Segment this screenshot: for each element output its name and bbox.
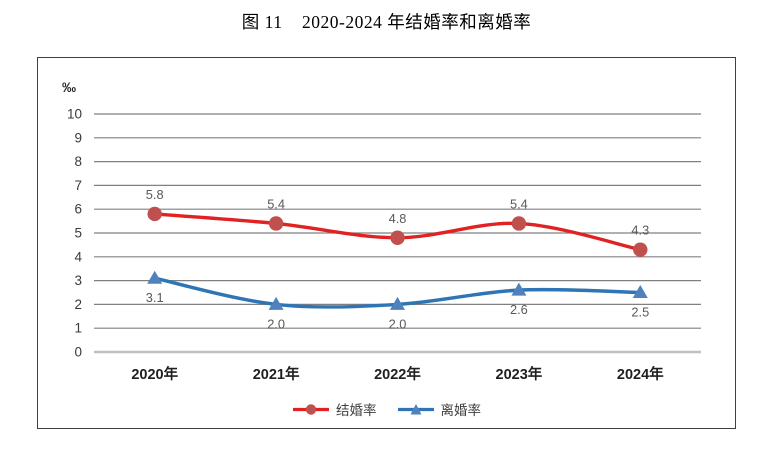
- divorce-rate-data-label: 2.5: [631, 305, 649, 320]
- x-axis-label: 2024年: [617, 365, 664, 383]
- marriage-rate-data-label: 4.3: [631, 223, 649, 238]
- marriage-rate-data-label: 5.4: [510, 196, 528, 211]
- marriage-rate-data-label: 5.8: [146, 187, 164, 202]
- chart-legend: 结婚率 离婚率: [38, 399, 735, 419]
- x-axis-label: 2020年: [131, 365, 178, 383]
- divorce-rate-legend-marker-icon: [397, 403, 434, 414]
- marriage-rate-point: [390, 230, 405, 245]
- marriage-rate-point: [633, 242, 648, 257]
- y-tick-label: 5: [74, 226, 82, 241]
- y-tick-label: 8: [74, 154, 82, 169]
- marriage-rate-point: [268, 216, 284, 231]
- divorce-rate-point: [390, 296, 405, 310]
- y-axis-unit-label: ‰: [62, 79, 76, 95]
- divorce-rate-point: [632, 285, 648, 298]
- marriage-rate-data-label: 4.8: [389, 211, 407, 226]
- marriage-rate-point: [511, 216, 527, 231]
- y-tick-label: 2: [74, 297, 82, 312]
- marriage-rate-point: [147, 206, 162, 222]
- y-tick-label: 1: [74, 321, 82, 336]
- y-tick-label: 4: [74, 249, 82, 264]
- divorce-rate-point: [268, 296, 284, 310]
- x-axis-label: 2023年: [496, 365, 543, 383]
- legend-label-divorce-rate: 离婚率: [440, 403, 482, 418]
- legend-label-marriage-rate: 结婚率: [336, 403, 377, 418]
- y-tick-label: 7: [74, 178, 82, 193]
- divorce-rate-point: [511, 282, 527, 296]
- divorce-rate-point: [147, 270, 163, 284]
- x-axis-label: 2022年: [374, 365, 421, 383]
- divorce-rate-data-label: 2.0: [389, 316, 407, 331]
- divorce-rate-data-label: 3.1: [146, 290, 164, 305]
- marriage-rate-legend-marker-icon: [293, 403, 329, 415]
- x-axis-label: 2021年: [253, 365, 300, 383]
- y-tick-label: 0: [74, 345, 82, 360]
- divorce-rate-data-label: 2.6: [510, 302, 528, 317]
- y-tick-label: 10: [67, 107, 82, 122]
- figure-title: 图 11 2020-2024 年结婚率和离婚率: [241, 12, 532, 32]
- chart-frame: 10 9 8 7 6 5 4 3 2 1 0 ‰ 2020年 2021年 2022年 2023年 2024年 5.…: [37, 57, 736, 429]
- divorce-rate-data-label: 2.0: [267, 316, 285, 331]
- legend-item-marriage-rate: 结婚率: [292, 399, 377, 419]
- y-tick-label: 9: [74, 130, 82, 145]
- y-tick-label: 6: [74, 202, 82, 217]
- legend-item-divorce-rate: 离婚率: [397, 399, 482, 419]
- y-tick-label: 3: [74, 273, 82, 288]
- marriage-rate-data-label: 5.4: [267, 196, 285, 211]
